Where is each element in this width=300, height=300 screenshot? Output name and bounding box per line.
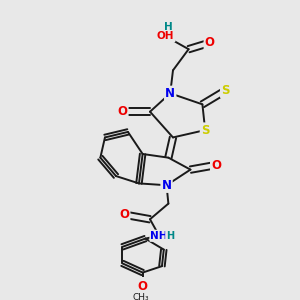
Text: N: N bbox=[165, 87, 175, 100]
Text: O: O bbox=[119, 208, 129, 221]
Text: S: S bbox=[221, 84, 230, 97]
Text: NH: NH bbox=[150, 231, 168, 241]
Text: O: O bbox=[138, 280, 148, 293]
Text: S: S bbox=[201, 124, 209, 136]
Text: O: O bbox=[211, 158, 221, 172]
Text: CH₃: CH₃ bbox=[133, 293, 149, 300]
Text: N: N bbox=[161, 179, 172, 192]
Text: O: O bbox=[117, 105, 128, 118]
Text: OH: OH bbox=[157, 31, 174, 41]
Text: H: H bbox=[166, 231, 174, 241]
Text: H: H bbox=[164, 22, 173, 32]
Text: O: O bbox=[205, 36, 215, 49]
